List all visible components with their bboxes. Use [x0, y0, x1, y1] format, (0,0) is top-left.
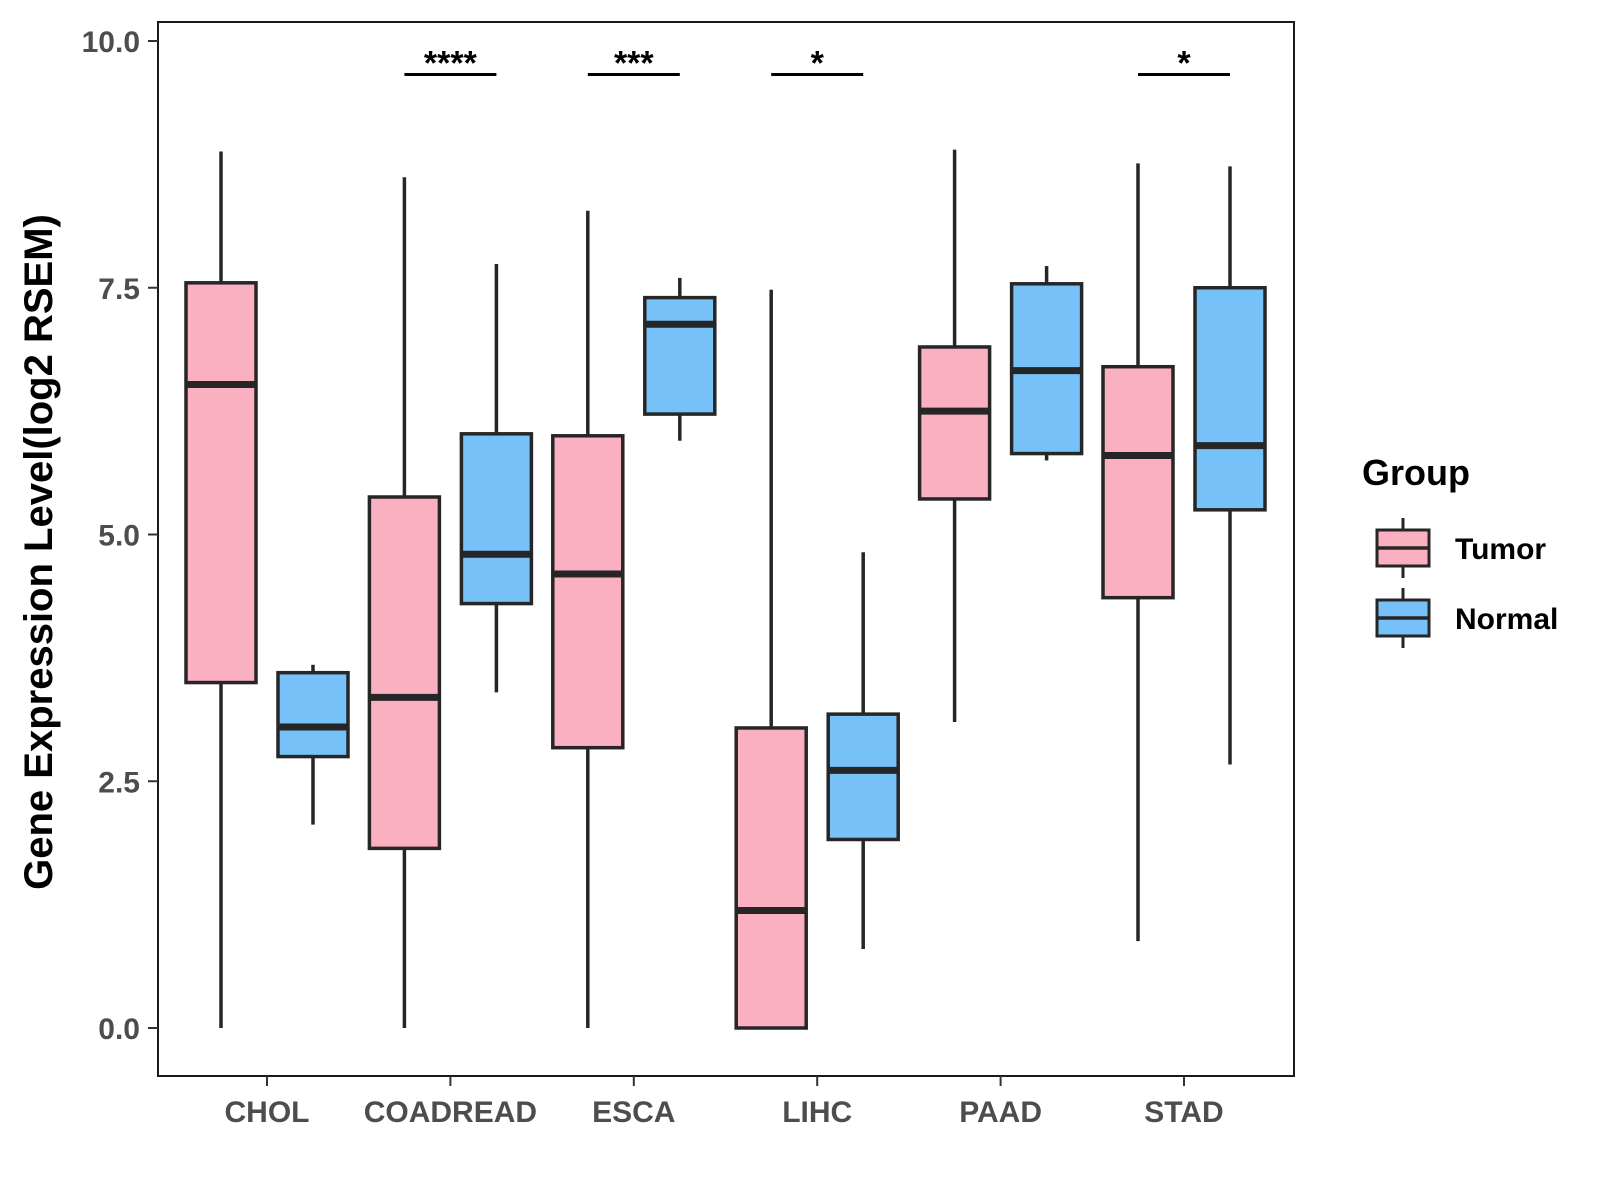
significance-esca: ***: [587, 45, 680, 83]
x-tick-label: LIHC: [782, 1096, 852, 1129]
significance-stad: *: [1138, 45, 1230, 83]
y-tick-label: 0.0: [98, 1013, 140, 1046]
box-body: [551, 434, 625, 750]
series-tumor: [184, 149, 1175, 1030]
y-tick-label: 2.5: [98, 766, 140, 799]
significance-label: *: [1177, 45, 1191, 83]
x-tick-label: ESCA: [592, 1096, 675, 1129]
significance-annotations: **** *** * *: [404, 45, 1230, 83]
box-tumor-stad: [1101, 163, 1175, 942]
x-tick-label: PAAD: [959, 1096, 1042, 1129]
y-tick-label: 10.0: [82, 26, 140, 59]
box-body: [367, 495, 442, 851]
y-tick-label: 5.0: [98, 520, 140, 553]
legend-label: Tumor: [1455, 533, 1546, 566]
box-normal-chol: [276, 664, 350, 825]
legend: Group Tumor Normal: [1362, 452, 1558, 648]
significance-label: *: [811, 45, 825, 83]
box-body: [459, 432, 534, 606]
x-tick-label: STAD: [1144, 1096, 1223, 1129]
significance-lihc: *: [771, 45, 864, 83]
box-tumor-coadread: [367, 177, 442, 1028]
box-body: [276, 670, 350, 759]
legend-item-normal: Normal: [1375, 588, 1558, 648]
y-axis-title: Gene Expression Level(log2 RSEM): [17, 214, 61, 890]
box-body: [1193, 286, 1267, 512]
legend-label: Normal: [1455, 603, 1558, 636]
box-tumor-esca: [551, 210, 625, 1028]
box-tumor-chol: [184, 151, 258, 1028]
series-normal: [276, 166, 1267, 950]
box-body: [184, 281, 258, 685]
box-normal-lihc: [826, 552, 900, 950]
legend-title: Group: [1362, 452, 1470, 493]
box-tumor-paad: [917, 149, 992, 723]
box-series: [184, 149, 1267, 1030]
x-axis: CHOL COADREAD ESCA LIHC PAAD STAD: [225, 1076, 1224, 1129]
box-body: [917, 345, 992, 501]
x-tick-label: CHOL: [225, 1096, 310, 1129]
box-body: [1101, 364, 1175, 600]
significance-coadread: ****: [404, 45, 497, 83]
box-body: [826, 712, 900, 842]
box-normal-stad: [1193, 166, 1267, 765]
box-body: [734, 726, 808, 1030]
box-normal-coadread: [459, 264, 534, 693]
significance-label: ***: [614, 45, 654, 83]
box-normal-esca: [643, 277, 717, 441]
box-tumor-lihc: [734, 289, 808, 1030]
significance-label: ****: [424, 45, 478, 83]
y-axis: 0.0 2.5 5.0 7.5 10.0: [82, 26, 158, 1046]
box-body: [643, 295, 717, 416]
y-tick-label: 7.5: [98, 273, 140, 306]
legend-item-tumor: Tumor: [1375, 518, 1546, 578]
box-normal-paad: [1009, 266, 1084, 461]
x-tick-label: COADREAD: [364, 1096, 537, 1129]
